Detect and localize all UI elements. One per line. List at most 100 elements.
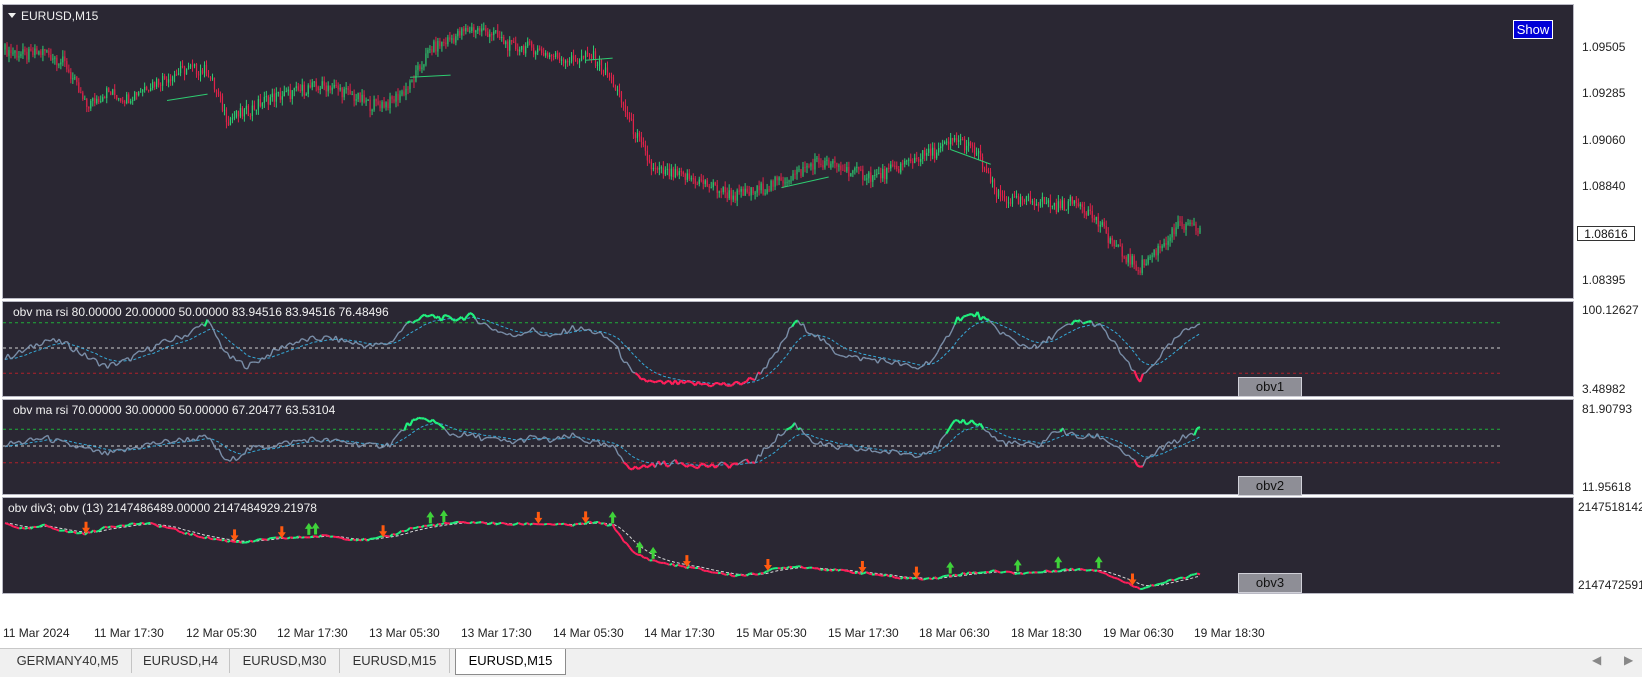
candle-body — [772, 181, 773, 187]
obv-line-segment — [775, 434, 778, 442]
candle-body — [996, 189, 997, 197]
candle-body — [675, 169, 676, 177]
scroll-left-icon[interactable]: ◀ — [1592, 653, 1601, 667]
obv3-line-segment — [707, 571, 710, 572]
candle-body — [976, 153, 977, 154]
obv-line-segment — [16, 441, 19, 442]
candle-body — [780, 177, 781, 180]
obv-line-segment — [1112, 444, 1115, 446]
obv1-pane[interactable]: obv ma rsi 80.00000 20.00000 50.00000 83… — [2, 301, 1574, 397]
candle-body — [870, 172, 871, 181]
candle-body — [613, 77, 614, 87]
tab-eurusd-h4[interactable]: EURUSD,H4 — [132, 649, 230, 673]
obv-line-segment — [176, 438, 179, 441]
obv3-line-segment — [156, 525, 159, 527]
obv3-line-segment — [687, 567, 690, 568]
obv-line-segment — [841, 356, 844, 357]
obv-line-segment — [610, 340, 613, 342]
obv-line-segment — [789, 327, 792, 329]
candle-body — [1072, 197, 1073, 204]
obv3-line-segment — [1092, 570, 1095, 571]
obv-line-segment — [849, 355, 852, 357]
candle-body — [721, 191, 722, 192]
obv3-line-segment — [1052, 571, 1055, 572]
obv3-pane[interactable]: obv div3; obv (13) 2147486489.00000 2147… — [2, 497, 1574, 594]
candle-body — [784, 182, 785, 183]
candle-body — [918, 159, 919, 162]
obv2-tag-button[interactable]: obv2 — [1238, 476, 1302, 496]
obv-line-segment — [393, 337, 396, 341]
obv3-line-segment — [969, 572, 972, 573]
obv-line-segment — [333, 439, 336, 440]
obv-line-segment — [236, 459, 239, 461]
tab-eurusd-m15-active[interactable]: EURUSD,M15 — [455, 649, 566, 675]
candle-body — [727, 192, 728, 198]
tab-eurusd-m15[interactable]: EURUSD,M15 — [340, 649, 450, 673]
obv3-line-segment — [1083, 570, 1086, 571]
obv-line-segment — [99, 450, 102, 454]
candle-body — [417, 66, 418, 71]
obv-line-segment — [1137, 465, 1140, 466]
obv3-line-segment — [1094, 570, 1097, 571]
obv-line-segment — [1123, 453, 1126, 456]
obv2-pane[interactable]: obv ma rsi 70.00000 30.00000 50.00000 67… — [2, 399, 1574, 495]
candle-body — [344, 89, 345, 97]
obv3-line-segment — [955, 575, 958, 576]
candle-body — [100, 101, 101, 102]
obv3-line-segment — [863, 572, 866, 573]
obv-line-segment — [741, 460, 744, 462]
candle-body — [1185, 224, 1186, 230]
scroll-right-icon[interactable]: ▶ — [1624, 653, 1633, 667]
obv-line-segment — [960, 317, 963, 321]
candle-body — [304, 85, 305, 96]
candle-body — [806, 166, 807, 168]
candle-body — [998, 190, 999, 196]
candle-body — [365, 100, 366, 102]
candle-body — [320, 89, 321, 90]
candle-body — [282, 96, 283, 100]
obv3-line-segment — [390, 534, 393, 536]
obv-line-segment — [1020, 344, 1023, 346]
obv-line-segment — [484, 437, 487, 438]
candle-body — [389, 96, 390, 108]
obv3-line-segment — [376, 537, 379, 538]
obv-line-segment — [242, 361, 245, 368]
obv-line-segment — [99, 364, 102, 366]
obv-line-segment — [769, 357, 772, 359]
candle-body — [1004, 197, 1005, 199]
obv-line-segment — [978, 312, 981, 320]
obv3-line-segment — [1003, 572, 1006, 573]
obv-line-segment — [530, 435, 533, 436]
price-chart-pane[interactable]: EURUSD,M15 — [2, 4, 1574, 299]
tab-germany40-m5[interactable]: GERMANY40,M5 — [4, 649, 132, 673]
candle-body — [1173, 229, 1174, 235]
candle-body — [194, 64, 195, 66]
obv-line-segment — [598, 441, 601, 446]
divergence-down-arrow — [278, 526, 286, 538]
obv3-line-segment — [148, 523, 151, 524]
candle-body — [284, 92, 285, 97]
candle-body — [214, 78, 215, 90]
candle-body — [778, 177, 779, 180]
obv-line-segment — [424, 418, 427, 420]
candle-body — [242, 108, 243, 116]
candle-body — [992, 180, 993, 183]
obv3-line-segment — [310, 536, 313, 537]
candle-body — [593, 51, 594, 58]
show-button[interactable]: Show — [1513, 20, 1553, 39]
candle-body — [924, 150, 925, 156]
obv-line-segment — [966, 315, 969, 316]
obv3-tag-button[interactable]: obv3 — [1238, 573, 1302, 593]
candle-body — [649, 160, 650, 161]
obv3-line-segment — [225, 540, 228, 542]
tab-eurusd-m30[interactable]: EURUSD,M30 — [230, 649, 340, 673]
obv3-line-segment — [219, 540, 222, 541]
candle-body — [296, 86, 297, 88]
candle-body — [405, 89, 406, 95]
candle-body — [1114, 240, 1115, 246]
obv-line-segment — [487, 325, 490, 328]
obv-line-segment — [307, 337, 310, 342]
obv1-tag-button[interactable]: obv1 — [1238, 377, 1302, 397]
obv-line-segment — [347, 341, 350, 343]
collapse-triangle-icon[interactable] — [8, 13, 16, 18]
